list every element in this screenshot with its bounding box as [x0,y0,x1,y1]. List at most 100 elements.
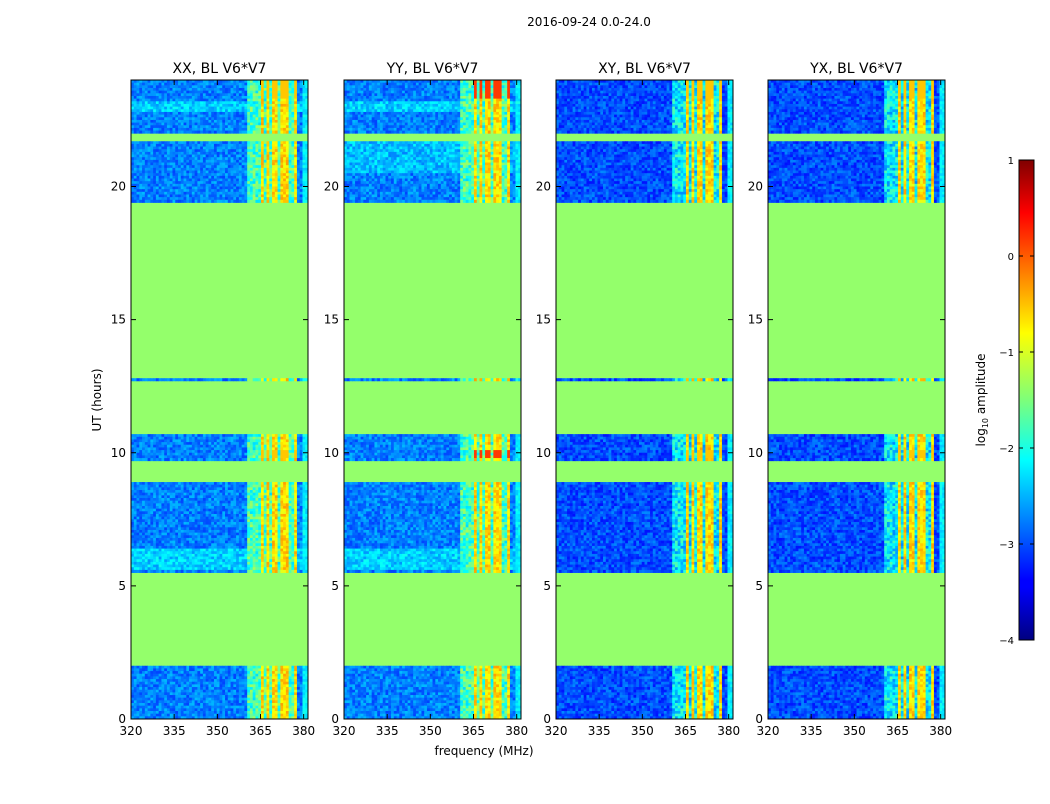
heatmap-cell [247,96,250,99]
heatmap-cell [244,83,247,86]
heatmap-cell [247,88,250,91]
heatmap-cell [250,155,253,158]
heatmap-cell [239,155,242,158]
heatmap-cell [250,112,253,115]
heatmap-cell [178,88,181,91]
heatmap-cell [137,88,140,91]
heatmap-cell [186,141,189,144]
heatmap-cell [137,107,140,110]
heatmap-cell [225,112,228,115]
heatmap-cell [172,147,175,150]
heatmap-cell [153,117,156,120]
heatmap-cell [214,117,217,120]
heatmap-cell [272,155,275,158]
heatmap-cell [167,152,170,155]
heatmap-cell [269,91,272,94]
heatmap-cell [172,96,175,99]
heatmap-cell [189,125,192,128]
heatmap-cell [170,99,173,102]
heatmap-cell [264,144,267,147]
heatmap-cell [208,101,211,104]
heatmap-cell [134,88,137,91]
heatmap-cell [145,128,148,131]
heatmap-cell [302,144,305,147]
heatmap-cell [156,120,159,123]
heatmap-cell [211,152,214,155]
heatmap-cell [172,85,175,88]
heatmap-cell [214,123,217,126]
heatmap-cell [255,144,258,147]
heatmap-cell [178,147,181,150]
heatmap-cell [225,152,228,155]
heatmap-cell [189,157,192,160]
heatmap-cell [159,125,162,128]
heatmap-cell [186,131,189,134]
heatmap-cell [264,96,267,99]
heatmap-cell [231,117,234,120]
heatmap-cell [150,109,153,112]
heatmap-cell [220,160,223,163]
heatmap-cell [175,141,178,144]
heatmap-cell [236,85,239,88]
heatmap-cell [161,109,164,112]
heatmap-cell [289,144,292,147]
heatmap-cell [175,125,178,128]
heatmap-cell [197,107,200,110]
heatmap-cell [302,91,305,94]
heatmap-cell [217,144,220,147]
heatmap-cell [231,160,234,163]
heatmap-cell [275,88,278,91]
heatmap-cell [239,125,242,128]
heatmap-cell [148,107,151,110]
heatmap-cell [211,160,214,163]
heatmap-cell [247,104,250,107]
heatmap-cell [208,83,211,86]
heatmap-cell [244,91,247,94]
heatmap-cell [186,83,189,86]
heatmap-cell [267,144,270,147]
heatmap-cell [172,131,175,134]
heatmap-cell [181,88,184,91]
heatmap-cell [286,93,289,96]
heatmap-cell [275,109,278,112]
heatmap-cell [233,128,236,131]
heatmap-cell [261,115,264,118]
heatmap-cell [186,149,189,152]
heatmap-cell [278,93,281,96]
heatmap-cell [200,112,203,115]
heatmap-cell [142,123,145,126]
heatmap-cell [280,149,283,152]
heatmap-cell [159,85,162,88]
heatmap-cell [302,109,305,112]
heatmap-cell [178,128,181,131]
heatmap-cell [261,128,264,131]
heatmap-cell [181,112,184,115]
heatmap-cell [239,152,242,155]
heatmap-cell [258,115,261,118]
heatmap-cell [253,152,256,155]
heatmap-cell [139,115,142,118]
heatmap-cell [206,115,209,118]
heatmap-cell [267,93,270,96]
heatmap-cell [184,104,187,107]
heatmap-cell [253,91,256,94]
heatmap-cell [294,93,297,96]
heatmap-cell [192,85,195,88]
heatmap-cell [255,91,258,94]
heatmap-cell [156,85,159,88]
heatmap-cell [211,112,214,115]
heatmap-cell [214,85,217,88]
heatmap-cell [211,155,214,158]
heatmap-cell [220,115,223,118]
heatmap-cell [192,96,195,99]
heatmap-cell [272,109,275,112]
heatmap-cell [211,115,214,118]
heatmap-cell [184,141,187,144]
heatmap-cell [208,157,211,160]
heatmap-cell [278,91,281,94]
heatmap-cell [189,115,192,118]
heatmap-cell [178,125,181,128]
heatmap-cell [170,155,173,158]
heatmap-cell [217,128,220,131]
heatmap-cell [161,96,164,99]
